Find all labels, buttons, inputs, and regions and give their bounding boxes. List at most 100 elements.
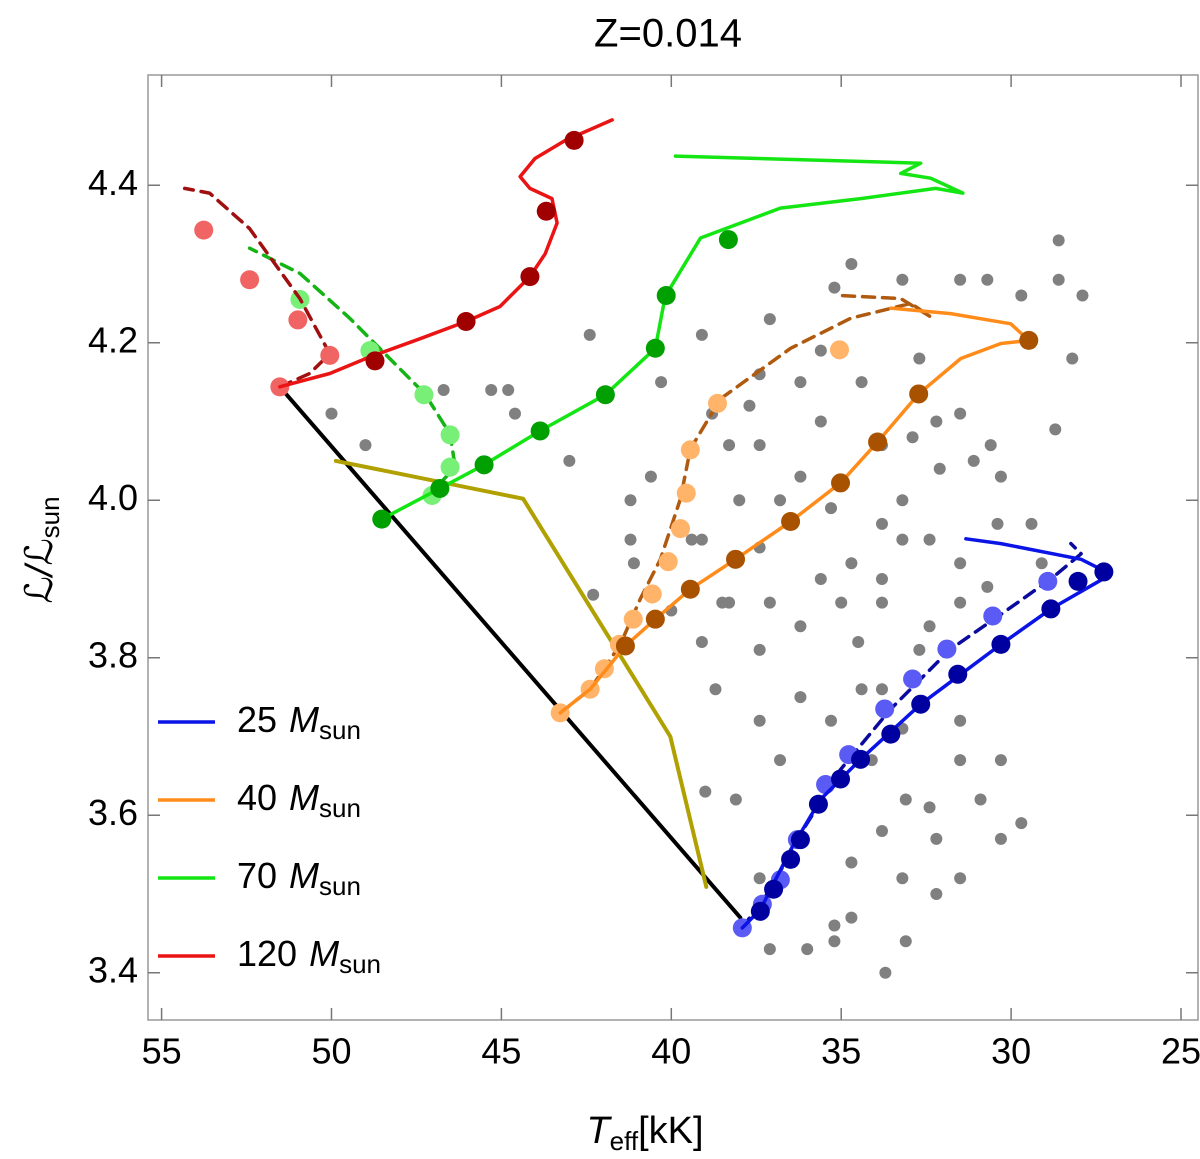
scatter-point [991,517,1004,530]
scatter-point [879,966,892,979]
scatter-point [774,494,787,507]
scatter-point [644,470,657,483]
scatter-point [753,714,766,727]
scatter-point [1015,289,1028,302]
scatter-point [954,754,967,767]
scatter-point [845,856,858,869]
track-marker [520,267,540,287]
scatter-point [855,376,868,389]
x-tick-label: 40 [651,1031,691,1072]
scatter-point [913,643,926,656]
track-marker [830,340,850,360]
legend-mass: 40 [237,777,277,818]
scatter-point [923,533,936,546]
scatter-point [743,399,756,412]
legend-unit: M [309,933,339,974]
scatter-point [906,431,919,444]
legend-unit: M [289,855,319,896]
scatter-point [723,596,736,609]
scatter-point [794,691,807,704]
scatter-point [896,494,909,507]
track-marker [1068,571,1088,591]
legend-entry: 120 Msun [237,933,381,979]
y-tick-label: 3.4 [88,949,138,990]
scatter-point [729,793,742,806]
scatter-point [954,596,967,609]
track-marker [676,483,696,503]
track-marker [320,345,340,365]
scatter-point [984,439,997,452]
track-line [740,537,1113,930]
track-marker [781,849,801,869]
track-line [277,384,743,920]
scatter-point [828,935,841,948]
track-line [278,118,614,389]
scatter-point [923,801,936,814]
scatter-point [933,462,946,475]
scatter-point [855,683,868,696]
scatter-point [1052,273,1065,286]
track-marker [536,201,556,221]
track-marker [851,749,871,769]
x-tick-label: 55 [142,1031,182,1072]
scatter-point [828,919,841,932]
legend-mass: 25 [237,699,277,740]
scatter-point [437,384,450,396]
scatter-point [753,643,766,656]
track-marker [790,830,810,850]
scatter-point [583,328,596,341]
track-marker [903,669,923,689]
scatter-point [852,636,865,648]
track-marker [194,220,214,240]
scatter-point [695,533,708,546]
scatter-point [1052,234,1065,247]
track-marker [645,338,665,358]
legend-unit-sub: sun [319,715,361,745]
scatter-point [896,533,909,546]
scatter-point [896,273,909,286]
scatter-point [624,533,637,546]
scatter-point [655,376,668,389]
scatter-point [753,872,766,885]
scatter-point [1035,557,1048,570]
scatter-point [485,384,498,396]
y-axis-label: ℒ/ℒsun [19,496,65,603]
track-marker [781,512,801,532]
legend-unit-sub: sun [319,793,361,823]
track-marker [288,310,308,330]
x-tick-label: 35 [821,1031,861,1072]
track-marker [718,230,738,250]
plot-frame [147,74,1199,1021]
legend-unit: M [289,699,319,740]
scatter-point [723,439,736,452]
legend-mass: 120 [237,933,297,974]
track-marker [530,421,550,441]
scatter-point [763,596,776,609]
track-line [247,246,457,496]
scatter-point [875,517,888,530]
scatter-point [325,407,338,420]
x-label-sub: eff [610,1126,639,1156]
scatter-point [814,415,827,428]
track-line [740,541,1083,930]
track-marker [440,425,460,445]
track-marker [658,552,678,572]
scatter-point [954,273,967,286]
track-marker [595,385,615,405]
scatter-point [845,557,858,570]
scatter-point [825,502,838,515]
x-tick-label: 25 [1161,1031,1200,1072]
legend-unit: M [289,777,319,818]
track-marker [937,639,957,659]
scatter-point [967,454,980,467]
track-line [558,306,1031,715]
scatter-point [774,754,787,767]
track-marker [645,609,665,629]
track-marker [991,634,1011,654]
x-tick-label: 50 [311,1031,351,1072]
scatter-point [1066,352,1079,365]
legend-entry: 25 Msun [237,699,361,745]
scatter-point [974,793,987,806]
x-tick-label: 30 [991,1031,1031,1072]
